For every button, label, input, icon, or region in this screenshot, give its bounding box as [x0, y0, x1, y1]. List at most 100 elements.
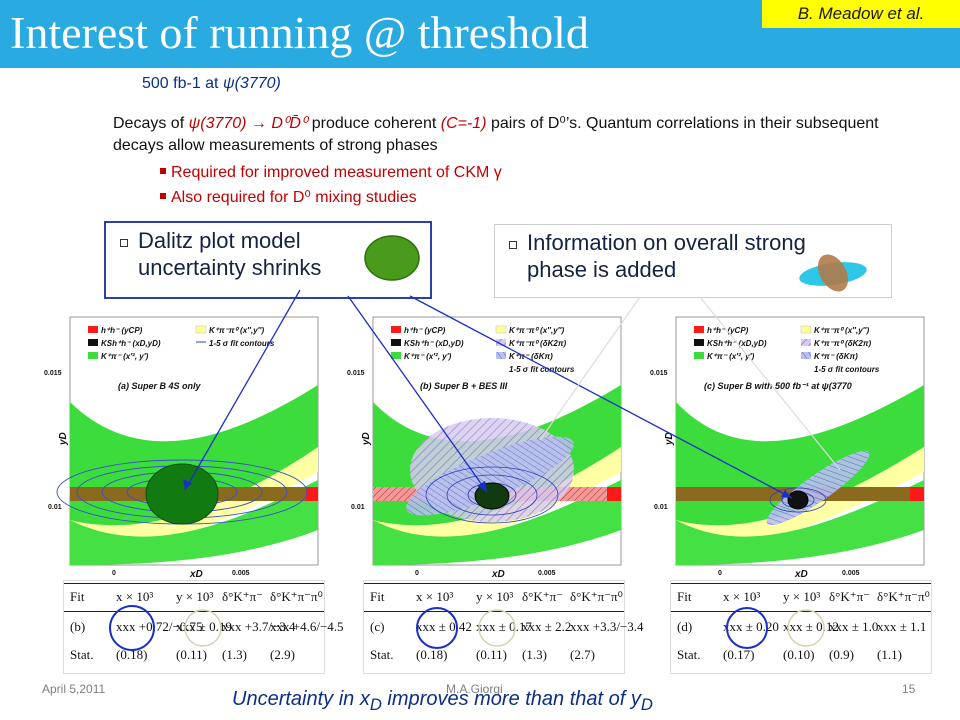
callout-dalitz: Dalitz plot model uncertainty shrinks: [104, 221, 432, 299]
table-cell: δ°K⁺π⁻π⁰: [570, 589, 623, 604]
plot-c-ytick-top: 0.015: [650, 370, 668, 377]
legend-c-5: K⁺π⁻ (δKπ): [814, 352, 858, 361]
legend-b-1: KSh⁺h⁻ (xD,yD): [404, 339, 464, 348]
table-cell: xxx +3.7/−3.4: [222, 619, 296, 634]
table-cell: (d): [677, 619, 693, 634]
table-cell: (0.9): [829, 647, 854, 662]
table-cell: (2.9): [270, 647, 295, 662]
table-rule: [64, 583, 324, 584]
table-cell: δ°K⁺π⁻π⁰: [270, 589, 323, 604]
plot-c-ylabel: yD: [664, 432, 675, 446]
luminosity-line: 500 fb-1 at ψ(3770): [142, 75, 281, 93]
luminosity-prefix: 500 fb-1 at: [142, 75, 223, 92]
legend-c-4: K⁺π⁻π⁰ (δK2π): [814, 339, 872, 348]
plot-b-xlabel: xD: [491, 569, 505, 580]
legend-a-2: K⁺π⁻ (x′², y′): [101, 352, 149, 361]
legend-a-0: h⁺h⁻ (yCP): [101, 326, 143, 335]
callout-dalitz-text: Dalitz plot model uncertainty shrinks: [138, 227, 321, 281]
crossed-ellipses-icon: [799, 254, 867, 292]
conclusion-sub-1: D: [369, 695, 382, 714]
plot-b-xtick1: 0.005: [538, 570, 556, 577]
table-cell: Fit: [677, 589, 692, 604]
intro-paragraph: Decays of ψ(3770) → D⁰D̄⁰ produce cohere…: [113, 113, 913, 157]
legend-c-6: 1-5 σ fit contours: [814, 365, 880, 374]
table-cell: y × 10³: [783, 589, 821, 604]
slide-title: Interest of running @ threshold: [10, 7, 589, 58]
table-cell: xxx ± 2.2: [522, 619, 572, 634]
table-cell: xxx +4.6/−4.5: [270, 619, 344, 634]
legend-c-3: K⁺π⁻π⁰ (x″,y″): [814, 326, 869, 335]
plot-a-ytick-mid: 0.01: [48, 504, 62, 511]
bullet-square-icon: [160, 167, 166, 174]
callout-arrows: [183, 289, 841, 499]
table-cell: (0.17): [723, 647, 755, 662]
bullet-ckm-text: Required for improved measurement of CKM…: [171, 164, 502, 181]
intro-arrow: → D⁰D̄⁰: [246, 115, 308, 132]
bullet-square-icon: [160, 192, 166, 199]
table-cell: y × 10³: [476, 589, 514, 604]
intro-text-1: Decays of: [113, 115, 189, 132]
legend-swatches-a: [88, 325, 207, 359]
legend-c-2: K⁺π⁻ (x′², y′): [707, 352, 755, 361]
table-cell: (c): [370, 619, 385, 634]
table-cell: (0.18): [116, 647, 148, 662]
luminosity-state: (3770): [234, 75, 281, 92]
intro-text-2: produce coherent: [307, 115, 441, 132]
table-cell: Stat.: [677, 647, 701, 662]
table-cell: δ°K⁺π⁻: [222, 589, 263, 604]
table-cell: xxx ± 1.1: [877, 619, 927, 634]
table-cell: (0.10): [783, 647, 815, 662]
plot-a-xlabel: xD: [189, 569, 203, 580]
conclusion-text-2: improves more than that of y: [381, 688, 641, 710]
table-cell: (1.1): [877, 647, 902, 662]
plot-b: [372, 316, 622, 566]
conclusion-sub-2: D: [640, 695, 653, 714]
fit-table-c: Fit x × 10³ y × 10³ δ°K⁺π⁻ δ°K⁺π⁻π⁰ (d) xxx ± …: [670, 580, 932, 674]
callout-dalitz-line2: uncertainty shrinks: [138, 255, 322, 280]
table-cell: (b): [70, 619, 86, 634]
table-rule: [64, 611, 324, 612]
plot-c-ytick-mid: 0.01: [654, 504, 668, 511]
table-cell: (0.11): [176, 647, 207, 662]
plot-b-xtick0: 0: [415, 570, 419, 577]
plot-c: [675, 316, 925, 566]
callout-phase-text: Information on overall strong phase is a…: [527, 229, 806, 283]
legend-swatches-b: [391, 325, 507, 359]
table-rule: [671, 583, 931, 584]
table-cell: δ°K⁺π⁻: [829, 589, 870, 604]
callout-phase-line1: Information on overall strong: [527, 230, 806, 255]
checkbox-bullet-icon: [509, 241, 517, 249]
legend-b-4: K⁺π⁻π⁰ (δK2π): [509, 339, 567, 348]
table-cell: δ°K⁺π⁻π⁰: [877, 589, 930, 604]
legend-b-3: K⁺π⁻π⁰ (x″,y″): [509, 326, 564, 335]
legend-swatches-c: [694, 325, 812, 359]
plot-b-caption: (b) Super B + BES III: [420, 381, 508, 391]
checkbox-bullet-icon: [120, 239, 128, 247]
author-badge: B. Meadow et al.: [762, 0, 960, 28]
intro-psi: ψ(3770): [188, 115, 247, 132]
plot-a-ylabel: yD: [58, 432, 69, 446]
bullet-ckm: Required for improved measurement of CKM…: [160, 164, 502, 182]
table-cell: xxx ± 0.20: [723, 619, 779, 634]
legend-a-3: K⁺π⁻π⁰ (x″,y″): [209, 326, 264, 335]
plot-b-ytick-top: 0.015: [347, 370, 365, 377]
table-rule: [671, 611, 931, 612]
legend-b-6: 1-5 σ fit contours: [509, 365, 575, 374]
intro-text-3: pairs of D⁰’s. Quantum correlations in t…: [113, 115, 879, 154]
plot-a-xtick1: 0.005: [232, 570, 250, 577]
bullet-mixing: Also required for D⁰ mixing studies: [160, 187, 417, 207]
plot-a-ytick-top: 0.015: [44, 370, 62, 377]
bullet-mixing-text: Also required for D⁰ mixing studies: [171, 189, 417, 206]
table-cell: (2.7): [570, 647, 595, 662]
table-cell: (1.3): [222, 647, 247, 662]
fit-table-a: Fit x × 10³ y × 10³ δ°K⁺π⁻ δ°K⁺π⁻π⁰ (b) xxx +0…: [63, 580, 344, 674]
footer-page-number: 15: [902, 682, 916, 696]
footer-date: April 5,2011: [42, 682, 106, 696]
table-cell: Fit: [70, 589, 85, 604]
conclusion: Uncertainty in xD improves more than tha…: [232, 688, 653, 715]
plot-c-xtick0: 0: [718, 570, 722, 577]
legend-b-2: K⁺π⁻ (x′², y′): [404, 352, 452, 361]
table-cell: (0.18): [416, 647, 448, 662]
fit-table-b: Fit x × 10³ y × 10³ δ°K⁺π⁻ δ°K⁺π⁻π⁰ (c) xxx ± …: [363, 580, 644, 674]
